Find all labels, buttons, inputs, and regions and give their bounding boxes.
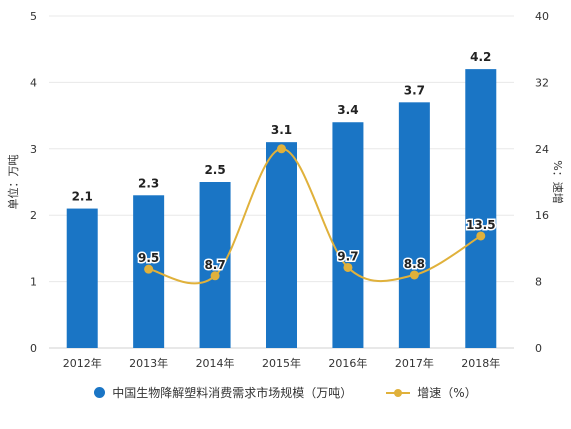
- y-left-axis-label: 单位：万吨: [6, 155, 20, 210]
- legend-item-line: 增速（%）: [386, 384, 477, 401]
- x-tick-label: 2018年: [461, 356, 500, 370]
- bar-value-label: 2.1: [72, 190, 93, 204]
- growth-value-label: 13.5: [466, 218, 496, 232]
- y-left-tick-label: 3: [30, 143, 37, 156]
- growth-point: [476, 231, 486, 241]
- legend-bar-marker: [94, 387, 106, 398]
- y-left-tick-label: 0: [30, 342, 37, 355]
- growth-value-label: 8.7: [204, 258, 225, 272]
- growth-point: [409, 270, 419, 280]
- x-tick-label: 2016年: [328, 356, 367, 370]
- bar: [199, 182, 231, 348]
- bar-value-label: 3.1: [271, 123, 292, 137]
- x-tick-label: 2012年: [63, 356, 102, 370]
- y-left-tick-label: 1: [30, 276, 37, 289]
- y-left-tick-label: 4: [30, 76, 37, 89]
- y-right-tick-label: 32: [535, 76, 549, 89]
- x-tick-label: 2017年: [395, 356, 434, 370]
- growth-point: [343, 262, 353, 272]
- y-left-tick-label: 5: [30, 10, 37, 23]
- growth-point: [277, 144, 286, 154]
- growth-value-label: 9.5: [138, 251, 159, 265]
- combo-chart: 0 1 2 3 4 5 0 8 16 24 32 40 单位：万吨 %：速增 2.1 2012年 2.3 2013…: [6, 10, 565, 370]
- bar-value-label: 3.4: [337, 103, 358, 117]
- bar: [465, 69, 497, 349]
- x-tick-label: 2014年: [196, 356, 235, 370]
- y-right-tick-label: 40: [535, 10, 549, 23]
- legend-bar-label: 中国生物降解塑料消费需求市场规模（万吨）: [112, 386, 353, 400]
- legend-item-bar: 中国生物降解塑料消费需求市场规模（万吨）: [94, 384, 352, 401]
- bar-value-label: 4.2: [470, 50, 491, 64]
- growth-value-label: 9.7: [337, 249, 358, 263]
- legend-line-label: 增速（%）: [417, 386, 477, 400]
- y-right-tick-label: 24: [535, 143, 549, 156]
- bar: [66, 208, 98, 348]
- bar: [266, 142, 297, 348]
- growth-point: [144, 264, 154, 274]
- bar-value-label: 3.7: [404, 83, 425, 97]
- growth-point: [210, 271, 220, 281]
- x-tick-label: 2015年: [262, 356, 301, 370]
- growth-line: [148, 147, 482, 285]
- legend: 中国生物降解塑料消费需求市场规模（万吨） 增速（%）: [0, 384, 571, 401]
- y-left-tick-label: 2: [30, 209, 37, 222]
- legend-line-marker: [386, 388, 411, 398]
- bar: [398, 102, 430, 348]
- x-tick-label: 2013年: [129, 356, 168, 370]
- bar-value-label: 2.5: [204, 163, 225, 177]
- y-right-tick-label: 16: [535, 209, 549, 222]
- y-right-axis-label: %：速增: [551, 160, 565, 203]
- y-right-tick-label: 8: [535, 276, 542, 289]
- y-right-tick-label: 0: [535, 342, 542, 355]
- bar: [332, 122, 364, 349]
- growth-value-label: 8.8: [404, 257, 425, 271]
- bar-value-label: 2.3: [138, 176, 159, 190]
